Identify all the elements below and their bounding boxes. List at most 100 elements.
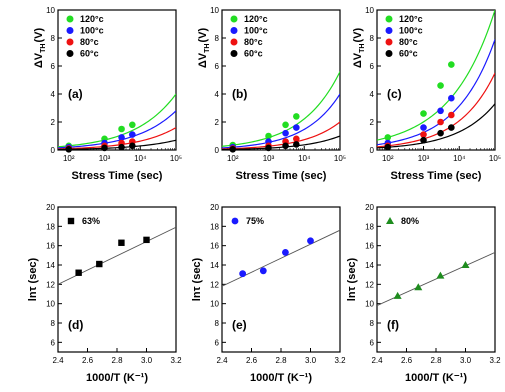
fit-curve (58, 127, 176, 150)
legend-marker (230, 27, 238, 34)
y-tick-label: 10 (46, 300, 55, 309)
legend-label: 100°c (244, 26, 268, 36)
panel-label: (a) (68, 87, 83, 101)
legend-label: 80°c (80, 37, 99, 47)
x-tick-label: 2.4 (371, 356, 383, 365)
y-axis-title-unit: (V) (197, 28, 209, 43)
data-point (293, 124, 300, 131)
y-axis-title: lnτ (sec) (191, 257, 203, 301)
x-tick-label: 10⁴ (134, 154, 147, 163)
y-tick-label: 14 (365, 261, 374, 270)
data-point (229, 146, 237, 153)
legend-label: 63% (82, 216, 100, 226)
data-point (118, 143, 125, 151)
legend-label: 80% (401, 216, 419, 226)
data-point (461, 261, 470, 268)
y-tick-label: 16 (365, 242, 374, 251)
y-tick-label: 2 (51, 118, 56, 127)
x-tick-label: 2.8 (275, 356, 287, 365)
data-point (101, 144, 108, 152)
x-tick-label: 3.2 (489, 356, 501, 365)
data-point (436, 271, 445, 279)
y-tick-label: 10 (365, 300, 374, 309)
y-tick-label: 10 (46, 6, 55, 15)
y-tick-label: 8 (215, 34, 220, 43)
x-tick-label: 10⁵ (334, 154, 346, 163)
data-point (414, 283, 423, 291)
panel-label: (f) (387, 318, 399, 332)
panel-b: 10² 10³ 10⁴ 10⁵ 0 2 4 6 8 10 Stress Time (sec) ΔVTH… (197, 6, 346, 182)
fit-curve (222, 71, 340, 147)
y-tick-label: 14 (210, 261, 219, 270)
y-tick-label: 6 (51, 338, 56, 347)
data-point (118, 125, 125, 133)
data-point (307, 237, 314, 245)
data-point (282, 129, 289, 137)
data-point (282, 249, 289, 256)
legend-label: 120°c (399, 14, 423, 24)
x-tick-label: 2.8 (111, 356, 123, 365)
data-point (420, 110, 427, 117)
data-point (282, 142, 289, 150)
fit-curve (222, 121, 340, 150)
x-tick-label: 10² (63, 154, 75, 163)
data-point (293, 141, 300, 148)
y-tick-label: 16 (210, 242, 219, 251)
legend-marker (66, 50, 74, 57)
y-axis-title-main: ΔV (33, 52, 45, 68)
data-point (118, 134, 125, 141)
panel-a: 10² 10³ 10⁴ 10⁵ 0 2 4 6 8 10 Stress Time (sec) ΔVTH… (33, 6, 182, 182)
y-axis-title: ΔVTH(V) (197, 28, 211, 69)
x-axis-title: Stress Time (sec) (391, 170, 482, 182)
y-tick-label: 20 (210, 203, 219, 212)
y-tick-label: 18 (365, 222, 374, 231)
data-point (265, 132, 272, 140)
legend-marker (230, 38, 238, 46)
x-tick-label: 10⁴ (453, 154, 466, 163)
data-point (129, 142, 136, 150)
data-point (437, 107, 444, 115)
panel-d: 2.4 2.6 2.8 3.0 3.2 6 8 10 12 14 16 18 20 1000/T (K⁻¹… (27, 203, 182, 384)
legend-label: 120°c (244, 14, 268, 24)
curves (222, 229, 340, 287)
y-tick-label: 20 (365, 203, 374, 212)
panel-c: 10² 10³ 10⁴ 10⁵ 0 2 4 6 8 10 Stress Time (sec) ΔVTH… (352, 6, 501, 182)
y-tick-label: 8 (51, 34, 56, 43)
x-tick-label: 3.2 (170, 356, 182, 365)
legend-label: 60°c (80, 49, 99, 59)
data-point (420, 124, 427, 131)
y-tick-label: 4 (51, 90, 56, 99)
x-tick-label: 10⁴ (298, 154, 311, 163)
legend-marker (66, 38, 74, 46)
x-axis-title: Stress Time (sec) (72, 170, 163, 182)
data-point (437, 82, 444, 89)
x-tick-label: 10⁵ (489, 154, 501, 163)
y-axis-title: ΔVTH(V) (352, 28, 366, 69)
fit-curve (377, 103, 495, 149)
data-point (448, 61, 455, 68)
data-point (265, 144, 272, 152)
y-tick-label: 16 (46, 242, 55, 251)
fit-curve (222, 135, 340, 150)
x-tick-label: 10² (382, 154, 394, 163)
y-tick-label: 0 (370, 146, 375, 155)
y-tick-label: 10 (210, 300, 219, 309)
y-tick-label: 2 (370, 118, 375, 127)
data-point (118, 239, 125, 246)
legend-label: 80°c (399, 37, 418, 47)
y-tick-label: 8 (215, 319, 220, 328)
curves (377, 10, 495, 149)
fit-curve (222, 93, 340, 149)
y-tick-label: 2 (215, 118, 220, 127)
x-tick-label: 3.0 (460, 356, 472, 365)
y-axis-title-main: ΔV (197, 52, 209, 68)
y-tick-label: 6 (51, 62, 56, 71)
x-tick-label: 2.6 (246, 356, 258, 365)
data-point (437, 129, 444, 137)
data-point (239, 270, 247, 278)
fit-curve (377, 39, 495, 146)
data-point (129, 121, 136, 129)
curves (222, 71, 340, 150)
x-tick-label: 10³ (99, 154, 111, 163)
y-tick-label: 6 (370, 338, 375, 347)
